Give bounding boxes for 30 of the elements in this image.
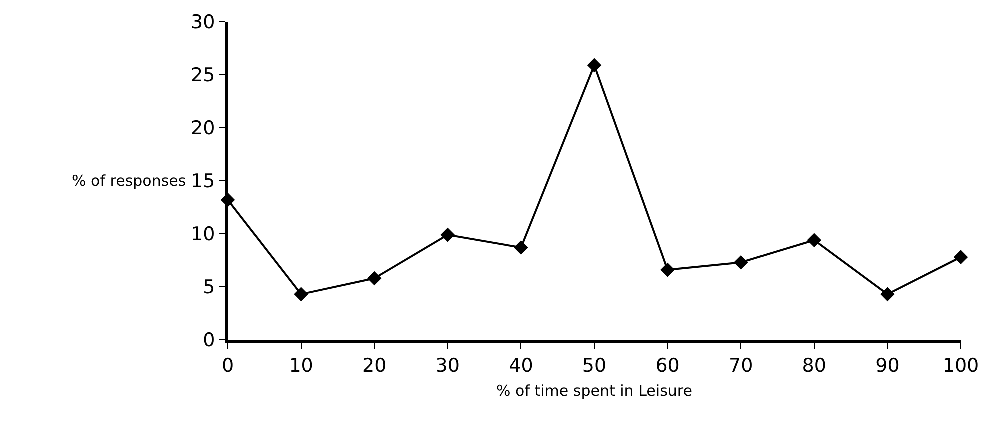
x-tick-label: 50	[582, 354, 607, 377]
y-axis-title: % of responses	[72, 172, 186, 190]
y-tick-label: 5	[203, 276, 216, 299]
x-tick-label: 80	[802, 354, 826, 377]
point	[807, 233, 822, 248]
point	[587, 58, 602, 73]
point	[954, 250, 968, 264]
point	[440, 228, 456, 242]
x-tick-label: 20	[362, 354, 387, 377]
x-tick-label: 70	[729, 354, 754, 377]
x-tick-label: 0	[222, 354, 234, 377]
x-tick-label: 40	[509, 354, 534, 377]
x-tick-label: 90	[876, 354, 900, 377]
x-axis-title: % of time spent in Leisure	[496, 382, 692, 400]
x-tick-label: 60	[656, 354, 680, 377]
x-tick-label: 10	[289, 354, 314, 377]
y-tick-label: 10	[191, 224, 216, 246]
point	[294, 287, 308, 302]
x-tick-label: 30	[436, 354, 460, 377]
y-tick-label: 0	[203, 330, 216, 352]
x-tick-label: 100	[942, 354, 980, 377]
y-tick-label: 30	[191, 12, 216, 34]
y-tick-label: 25	[191, 64, 216, 87]
point	[367, 271, 382, 286]
point	[734, 255, 748, 270]
y-tick-label: 15	[191, 170, 216, 193]
point	[514, 240, 528, 255]
point	[660, 262, 675, 278]
point	[880, 287, 895, 302]
y-tick-label: 20	[191, 118, 216, 140]
